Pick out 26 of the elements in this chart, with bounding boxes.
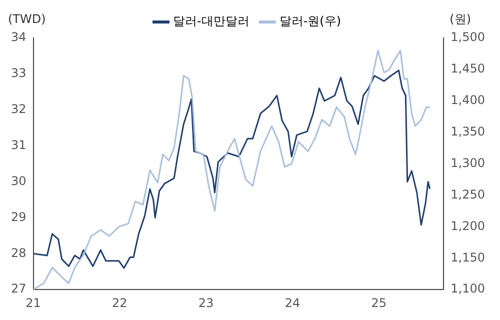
y2-tick-label: 1,250 <box>450 187 486 202</box>
y2-tick-label: 1,450 <box>450 62 486 76</box>
y2-tick-label: 1,400 <box>450 93 486 108</box>
x-tick-label: 23 <box>198 296 214 310</box>
y-tick-label: 32 <box>10 102 26 116</box>
y2-axis-title: (원) <box>450 12 472 26</box>
x-tick-label: 21 <box>26 296 41 310</box>
legend-label: 달러-대만달러 <box>172 14 250 28</box>
y-tick-label: 30 <box>10 174 26 188</box>
y-tick-label: 28 <box>10 246 26 260</box>
y2-tick-label: 1,300 <box>450 156 486 170</box>
y2-tick-label: 1,500 <box>450 30 486 44</box>
y2-tick-label: 1,350 <box>450 124 486 138</box>
y-axis-title: (TWD) <box>8 12 46 26</box>
x-tick-label: 24 <box>284 296 300 310</box>
x-tick-label: 22 <box>112 296 128 310</box>
y-tick-label: 31 <box>10 138 26 152</box>
legend-label: 달러-원(우) <box>279 14 342 28</box>
y-tick-label: 27 <box>10 282 26 296</box>
y-tick-label: 34 <box>10 30 26 44</box>
x-tick-label: 25 <box>371 296 386 310</box>
y2-tick-label: 1,200 <box>450 218 486 233</box>
y2-tick-label: 1,100 <box>450 282 486 296</box>
y2-tick-label: 1,150 <box>450 250 486 264</box>
y-tick-label: 29 <box>10 210 26 224</box>
y-tick-label: 33 <box>10 66 26 80</box>
